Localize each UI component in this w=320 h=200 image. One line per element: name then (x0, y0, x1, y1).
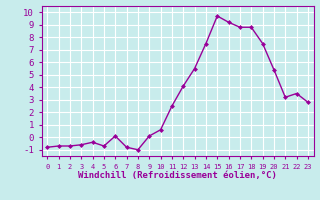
X-axis label: Windchill (Refroidissement éolien,°C): Windchill (Refroidissement éolien,°C) (78, 171, 277, 180)
